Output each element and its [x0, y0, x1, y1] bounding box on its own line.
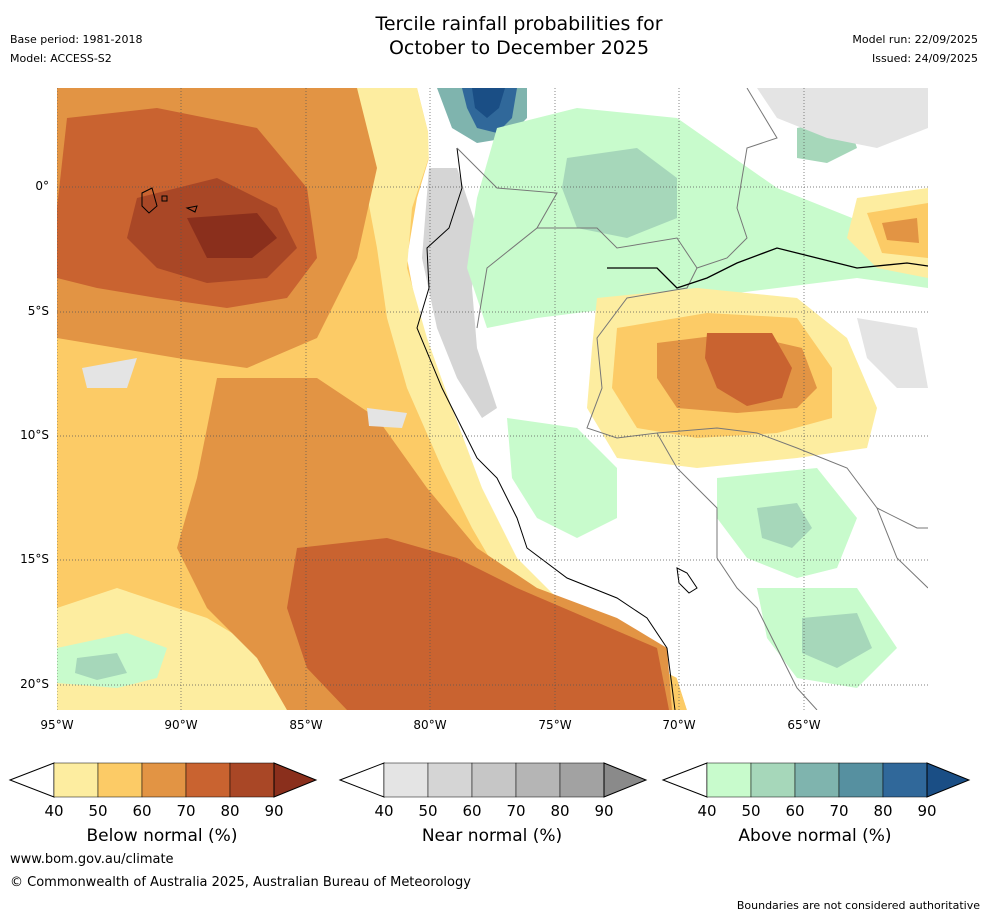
above-tick-80: 80: [873, 802, 893, 820]
colorbar-near-arrow-right: [603, 762, 648, 798]
footer-disclaimer: Boundaries are not considered authoritat…: [736, 899, 980, 912]
lon-label-90w: 90°W: [164, 718, 198, 732]
galapagos-islands: [141, 187, 198, 214]
below-tick-70: 70: [176, 802, 196, 820]
colorbar-above: [661, 762, 971, 798]
coastline-south-america: [416, 147, 676, 710]
colorbar-above-seg: [838, 762, 884, 798]
colorbar-above-seg: [882, 762, 928, 798]
colorbar-below: [8, 762, 318, 798]
colorbar-above-arrow-right: [926, 762, 971, 798]
lat-label-15s: 15°S: [20, 552, 49, 566]
colorbar-below-segments: [53, 762, 275, 798]
land-below-70-amazon: [705, 333, 792, 406]
issued-date: Issued: 24/09/2025: [871, 52, 978, 65]
near-tick-50: 50: [418, 802, 438, 820]
colorbar-below-arrow-left: [8, 762, 55, 798]
above-tick-90: 90: [917, 802, 937, 820]
ocean-below-70-south: [287, 538, 669, 710]
country-borders: [456, 88, 928, 710]
land-above-50-se: [757, 503, 812, 548]
below-tick-50: 50: [88, 802, 108, 820]
north-above-90: [472, 88, 505, 118]
colorbar-near-seg: [515, 762, 561, 798]
colorbar-below-seg: [141, 762, 187, 798]
ocean-below-90-core: [187, 213, 277, 258]
colorbar-above-seg: [750, 762, 796, 798]
above-tick-40: 40: [697, 802, 717, 820]
lon-label-85w: 85°W: [289, 718, 323, 732]
colorbar-below-seg: [185, 762, 231, 798]
colorbar-below-seg: [53, 762, 99, 798]
near-tick-60: 60: [462, 802, 482, 820]
below-tick-80: 80: [220, 802, 240, 820]
colorbar-above-segments: [706, 762, 928, 798]
colorbar-above-seg: [706, 762, 752, 798]
above-tick-60: 60: [785, 802, 805, 820]
colorbar-below-arrow-right: [273, 762, 318, 798]
above-tick-70: 70: [829, 802, 849, 820]
lat-label-10s: 10°S: [20, 428, 49, 442]
near-tick-70: 70: [506, 802, 526, 820]
grid-lines: [57, 88, 928, 710]
below-tick-90: 90: [264, 802, 284, 820]
above-tick-50: 50: [741, 802, 761, 820]
land-above-40-south: [507, 418, 617, 538]
near-tick-40: 40: [374, 802, 394, 820]
meta-right: Model run: 22/09/2025 Issued: 24/09/2025: [852, 30, 978, 68]
colorbar-near-seg: [383, 762, 429, 798]
meta-left: Base period: 1981-2018 Model: ACCESS-S2: [10, 30, 142, 68]
land-above-50-far-se: [802, 613, 872, 668]
colorbar-near-seg: [559, 762, 605, 798]
below-tick-60: 60: [132, 802, 152, 820]
below-legend-title: Below normal (%): [86, 826, 238, 846]
footer-copyright: © Commonwealth of Australia 2025, Austra…: [10, 875, 471, 890]
ocean-above-50-sw: [75, 653, 127, 680]
lat-label-20s: 20°S: [20, 677, 49, 691]
map-title: Tercile rainfall probabilities for Octob…: [0, 12, 988, 60]
colorbar-near-segments: [383, 762, 605, 798]
colorbar-near-seg: [427, 762, 473, 798]
coast-near-normal: [422, 168, 497, 418]
lon-label-70w: 70°W: [662, 718, 696, 732]
title-line-2: October to December 2025: [388, 37, 650, 59]
lon-label-95w: 95°W: [40, 718, 74, 732]
colorbar-near: [338, 762, 648, 798]
near-tick-80: 80: [550, 802, 570, 820]
model-name: Model: ACCESS-S2: [10, 52, 112, 65]
amazon-river: [607, 247, 928, 289]
lat-label-0: 0°: [35, 179, 49, 193]
below-tick-40: 40: [44, 802, 64, 820]
lon-label-75w: 75°W: [538, 718, 572, 732]
near-tick-90: 90: [594, 802, 614, 820]
footer-url[interactable]: www.bom.gov.au/climate: [10, 852, 174, 867]
ocean-near-40-2: [367, 408, 407, 428]
ocean-near-40-1: [82, 358, 137, 388]
title-line-1: Tercile rainfall probabilities for: [375, 13, 663, 35]
coastal-below-40: [357, 88, 617, 663]
land-near-40-ne: [757, 88, 928, 148]
lat-label-5s: 5°S: [27, 304, 49, 318]
rainfall-map: [57, 88, 928, 710]
map-svg: [57, 88, 928, 710]
colorbar-below-seg: [229, 762, 275, 798]
colorbar-above-seg: [794, 762, 840, 798]
near-legend-title: Near normal (%): [421, 826, 563, 846]
colorbar-near-seg: [471, 762, 517, 798]
above-legend-title: Above normal (%): [738, 826, 892, 846]
base-period: Base period: 1981-2018: [10, 33, 143, 46]
colorbar-above-arrow-left: [661, 762, 708, 798]
lon-label-65w: 65°W: [787, 718, 821, 732]
model-run: Model run: 22/09/2025: [852, 33, 978, 46]
colorbar-below-seg: [97, 762, 143, 798]
land-near-40-se: [857, 318, 928, 388]
colorbar-near-arrow-left: [338, 762, 385, 798]
lon-label-80w: 80°W: [413, 718, 447, 732]
land-below-60-ne: [882, 218, 919, 243]
land-above-50-north: [562, 148, 677, 238]
